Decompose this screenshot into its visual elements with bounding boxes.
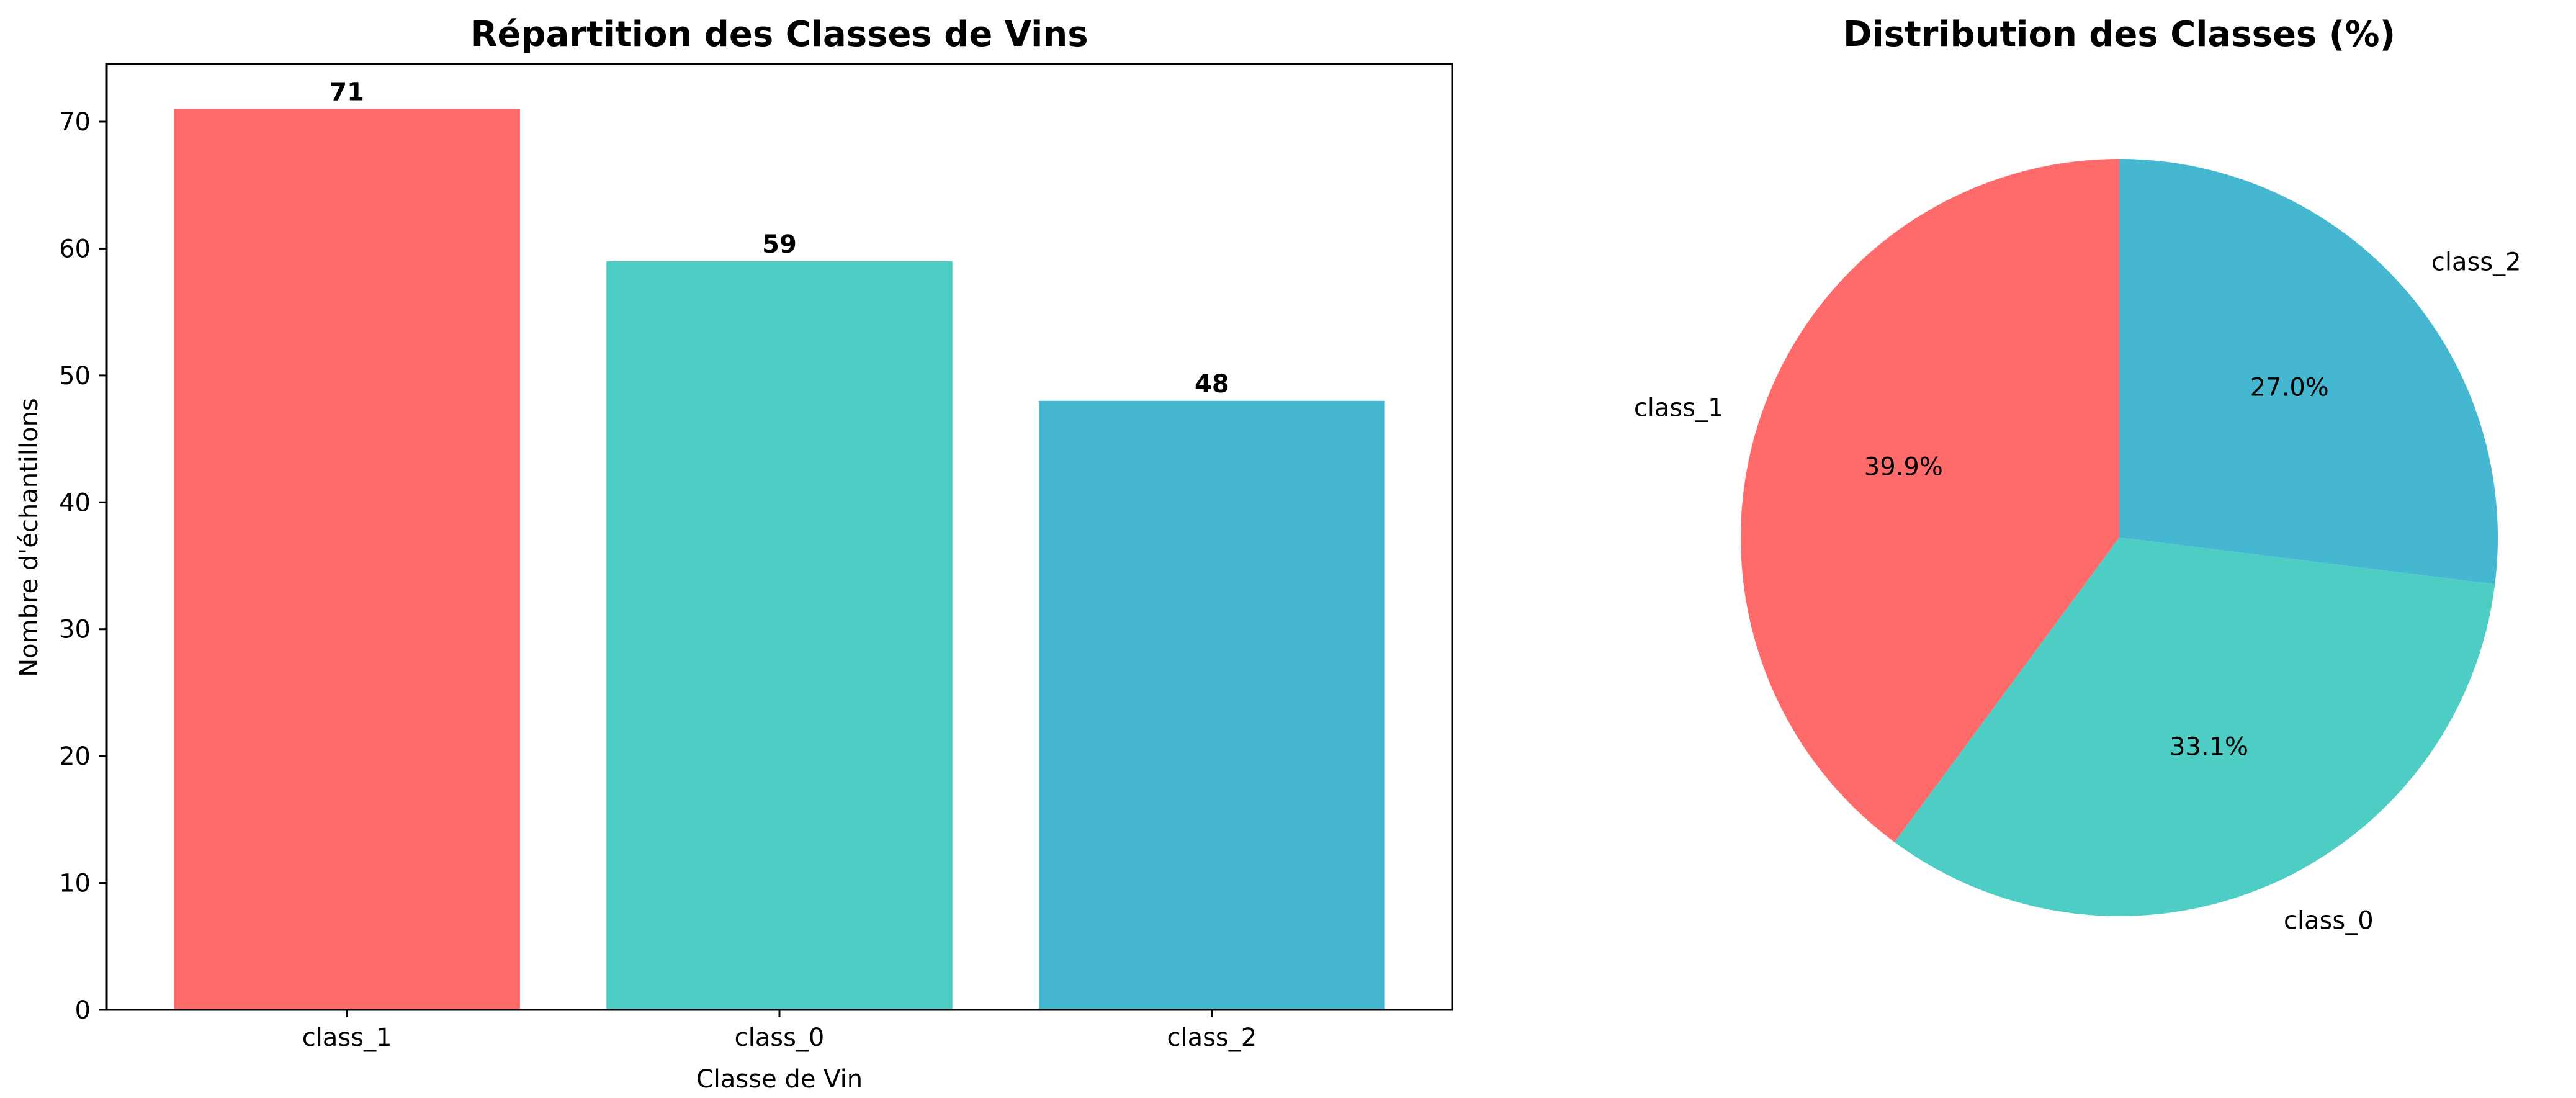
y-tick-label: 10 xyxy=(59,870,91,898)
pie-percent-label: 39.9% xyxy=(1864,453,1943,482)
y-tick-label: 50 xyxy=(59,362,91,390)
bar-value-label: 71 xyxy=(330,78,364,107)
y-tick-label: 70 xyxy=(59,108,91,137)
bar-chart-y-axis: 0 10 20 30 40 50 60 70 xyxy=(59,108,107,1025)
bar-class_2 xyxy=(1039,400,1385,1010)
bar-class_0 xyxy=(606,261,953,1010)
bar-chart-y-axis-label: Nombre d'échantillons xyxy=(15,398,43,677)
bar-chart-value-labels: 71 59 48 xyxy=(330,78,1229,398)
bar-value-label: 59 xyxy=(762,230,797,259)
x-tick-label: class_2 xyxy=(1167,1024,1257,1052)
y-tick-label: 60 xyxy=(59,235,91,263)
y-tick-label: 30 xyxy=(59,616,91,644)
pie-label-class_0: class_0 xyxy=(2284,906,2374,935)
pie-chart: Distribution des Classes (%) class_1 39.9… xyxy=(1634,14,2521,935)
y-tick-label: 0 xyxy=(75,996,91,1025)
bar-chart-bars xyxy=(174,109,1385,1010)
bar-value-label: 48 xyxy=(1195,370,1229,398)
y-tick-label: 20 xyxy=(59,742,91,771)
x-tick-label: class_1 xyxy=(302,1024,392,1052)
bar-chart-x-axis: class_1 class_0 class_2 xyxy=(302,1010,1257,1052)
pie-slice-class_2 xyxy=(2119,159,2498,585)
pie-label-class_1: class_1 xyxy=(1634,394,1724,422)
bar-class_1 xyxy=(174,109,520,1010)
pie-chart-title: Distribution des Classes (%) xyxy=(1843,14,2395,55)
x-tick-label: class_0 xyxy=(735,1024,825,1052)
pie-label-class_2: class_2 xyxy=(2431,248,2521,277)
pie-chart-labels: class_1 39.9% class_0 33.1% class_2 27.0% xyxy=(1634,248,2521,935)
y-tick-label: 40 xyxy=(59,488,91,517)
pie-chart-slices xyxy=(1741,159,2498,916)
pie-slice-class_1 xyxy=(1741,159,2119,842)
bar-chart: Répartition des Classes de Vins 0 10 20 30 4… xyxy=(15,14,1453,1094)
bar-chart-x-axis-label: Classe de Vin xyxy=(696,1065,863,1094)
bar-chart-title: Répartition des Classes de Vins xyxy=(470,14,1088,55)
pie-percent-label: 33.1% xyxy=(2170,732,2248,761)
pie-percent-label: 27.0% xyxy=(2250,374,2329,402)
pie-slice-class_0 xyxy=(1894,538,2495,916)
bar-chart-frame xyxy=(105,63,1453,1011)
